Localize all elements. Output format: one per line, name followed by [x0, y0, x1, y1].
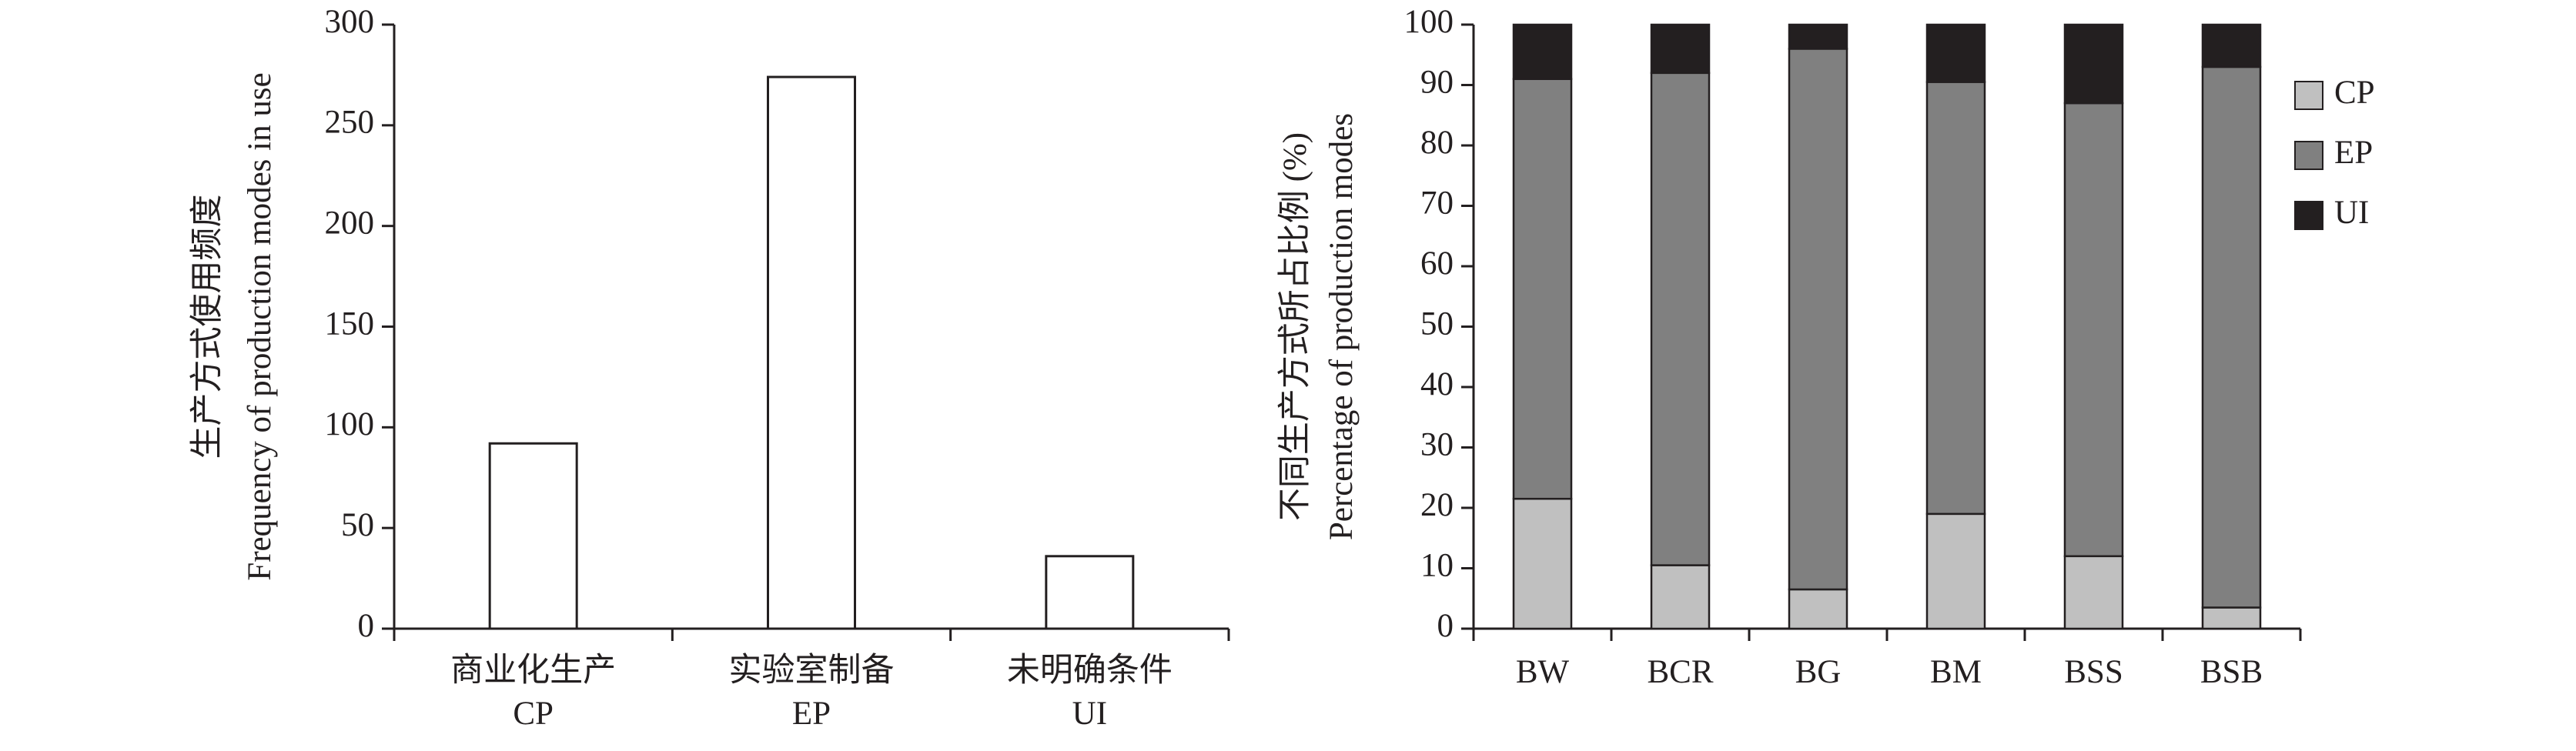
y-tick-label: 60 [1420, 245, 1454, 282]
x-tick-label: BSB [2200, 654, 2263, 690]
y-axis-label: 生产方式使用频度 [189, 195, 226, 459]
legend-label: CP [2334, 75, 2375, 111]
legend-label: EP [2334, 135, 2373, 171]
bar-segment [2063, 555, 2124, 630]
bar-segment [1650, 564, 1711, 630]
y-axis-label: Percentage of production modes [1323, 113, 1360, 540]
x-tick-label: BM [1930, 654, 1982, 690]
y-tick-label: 150 [325, 305, 375, 342]
y-tick-label: 50 [1420, 305, 1454, 342]
y-tick-label: 70 [1420, 185, 1454, 221]
y-tick-label: 30 [1420, 426, 1454, 462]
y-tick-label: 200 [325, 205, 375, 242]
legend-label: UI [2334, 195, 2369, 231]
bar-segment [1788, 48, 1848, 591]
y-tick-label: 90 [1420, 64, 1454, 100]
bar [767, 75, 856, 630]
x-tick-label: BCR [1647, 654, 1713, 690]
x-tick-label: 商业化生产 [450, 653, 616, 689]
y-tick-label: 100 [325, 406, 375, 442]
x-tick-label: EP [792, 696, 831, 732]
legend-swatch [2294, 141, 2323, 170]
bar-segment [2063, 102, 2124, 558]
bar-segment [1650, 23, 1711, 75]
y-axis-label: 不同生产方式所占比例 (%) [1277, 132, 1313, 521]
x-tick-label: BW [1516, 654, 1570, 690]
bar-segment [1788, 23, 1848, 50]
x-tick-label: CP [513, 696, 554, 732]
bar [1045, 555, 1135, 630]
bar-segment [2201, 606, 2262, 630]
x-tick-label: 未明确条件 [1007, 653, 1173, 689]
y-tick-label: 20 [1420, 487, 1454, 523]
bar-segment [1788, 588, 1848, 630]
y-tick-label: 0 [358, 608, 375, 644]
y-tick-label: 300 [325, 4, 375, 40]
x-tick-label: 实验室制备 [729, 652, 895, 689]
bar-segment [1512, 78, 1573, 500]
bar-segment [1925, 81, 1986, 516]
legend-swatch [2294, 81, 2323, 110]
y-tick-label: 100 [1404, 4, 1454, 40]
bar-segment [1512, 23, 1573, 80]
bar-segment [2063, 23, 2124, 105]
bar-segment [2201, 65, 2262, 609]
y-tick-label: 50 [341, 507, 374, 543]
bar-segment [1512, 497, 1573, 630]
bar-segment [1650, 72, 1711, 566]
bar-segment [1925, 512, 1986, 630]
y-tick-label: 40 [1420, 366, 1454, 402]
bar [488, 442, 578, 630]
x-tick-label: BSS [2064, 654, 2123, 690]
y-tick-label: 80 [1420, 125, 1454, 161]
bar-segment [2201, 23, 2262, 68]
bar-segment [1925, 23, 1986, 83]
y-tick-label: 0 [1437, 608, 1454, 644]
y-axis-label: Frequency of production modes in use [242, 72, 278, 580]
y-tick-label: 10 [1420, 547, 1454, 583]
legend-swatch [2294, 201, 2323, 230]
y-tick-label: 250 [325, 105, 375, 141]
x-tick-label: BG [1795, 654, 1842, 690]
x-tick-label: UI [1072, 696, 1107, 732]
